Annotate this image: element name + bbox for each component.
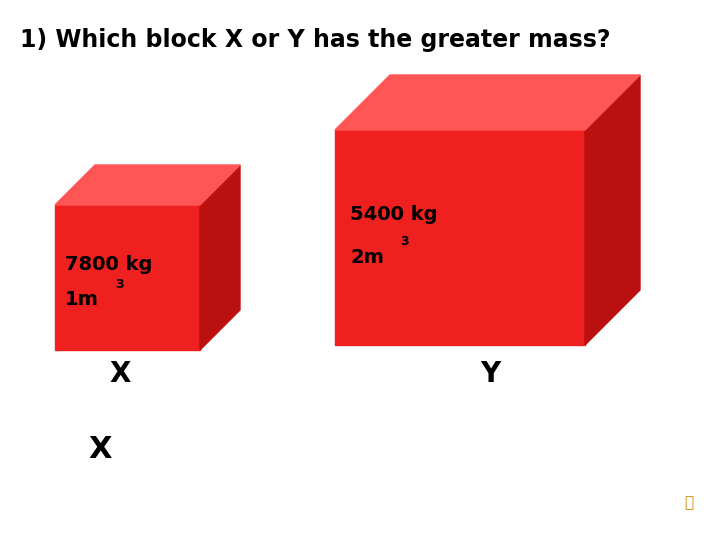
Polygon shape (200, 165, 240, 350)
Text: 3: 3 (115, 278, 124, 291)
Polygon shape (335, 75, 640, 130)
Polygon shape (585, 75, 640, 345)
Text: 2m: 2m (350, 248, 384, 267)
Text: 7800 kg: 7800 kg (65, 255, 153, 274)
Text: 1) Which block X or Y has the greater mass?: 1) Which block X or Y has the greater ma… (20, 28, 611, 52)
Text: 3: 3 (400, 235, 409, 248)
Text: X: X (89, 435, 112, 464)
Text: X: X (109, 360, 131, 388)
Polygon shape (55, 165, 240, 205)
Bar (55, 205, 200, 350)
Text: 1m: 1m (65, 290, 99, 309)
Text: 🔊: 🔊 (684, 495, 693, 510)
Bar (335, 130, 585, 345)
Text: Y: Y (480, 360, 500, 388)
Text: 5400 kg: 5400 kg (350, 205, 438, 224)
